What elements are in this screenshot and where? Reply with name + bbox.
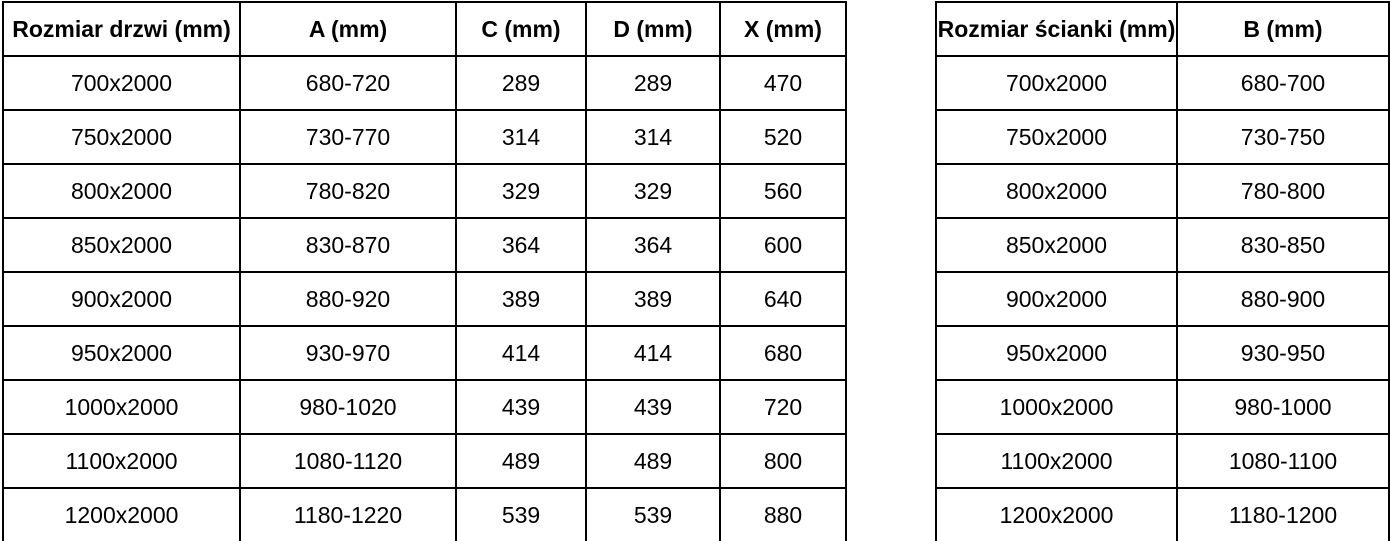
table-row: 850x2000 830-870 364 364 600 — [2, 217, 847, 273]
table-cell: 1000x2000 — [935, 379, 1178, 435]
table-row: 1100x2000 1080-1100 — [935, 433, 1390, 489]
table-cell: 1180-1200 — [1176, 487, 1390, 541]
table-row: 900x2000 880-900 — [935, 271, 1390, 327]
table-cell: 750x2000 — [935, 109, 1178, 165]
table-cell: 1080-1120 — [239, 433, 457, 489]
table-row: 1200x2000 1180-1220 539 539 880 — [2, 487, 847, 541]
table-cell: 1100x2000 — [2, 433, 241, 489]
table-cell: 539 — [455, 487, 587, 541]
table-cell: 680-700 — [1176, 55, 1390, 111]
table-cell: 830-870 — [239, 217, 457, 273]
table-row: 800x2000 780-800 — [935, 163, 1390, 219]
column-header-d: D (mm) — [585, 1, 721, 57]
table-cell: 1200x2000 — [2, 487, 241, 541]
table-row: 750x2000 730-750 — [935, 109, 1390, 165]
table-row: 900x2000 880-920 389 389 640 — [2, 271, 847, 327]
table-cell: 364 — [585, 217, 721, 273]
table-cell: 880-900 — [1176, 271, 1390, 327]
table-row: 750x2000 730-770 314 314 520 — [2, 109, 847, 165]
table-cell: 489 — [455, 433, 587, 489]
table-cell: 600 — [719, 217, 847, 273]
wall-size-table: Rozmiar ścianki (mm) B (mm) 700x2000 680-… — [935, 1, 1390, 541]
table-cell: 470 — [719, 55, 847, 111]
table-cell: 800x2000 — [935, 163, 1178, 219]
table-cell: 900x2000 — [935, 271, 1178, 327]
table-cell: 389 — [455, 271, 587, 327]
table-cell: 830-850 — [1176, 217, 1390, 273]
table-header-row: Rozmiar drzwi (mm) A (mm) C (mm) D (mm) … — [2, 1, 847, 57]
column-header-door-size: Rozmiar drzwi (mm) — [2, 1, 241, 57]
table-cell: 1100x2000 — [935, 433, 1178, 489]
table-cell: 720 — [719, 379, 847, 435]
table-cell: 750x2000 — [2, 109, 241, 165]
table-cell: 900x2000 — [2, 271, 241, 327]
table-cell: 314 — [455, 109, 587, 165]
table-cell: 730-750 — [1176, 109, 1390, 165]
table-cell: 560 — [719, 163, 847, 219]
table-row: 700x2000 680-720 289 289 470 — [2, 55, 847, 111]
table-cell: 780-820 — [239, 163, 457, 219]
table-cell: 700x2000 — [2, 55, 241, 111]
column-header-wall-size: Rozmiar ścianki (mm) — [935, 1, 1178, 57]
table-cell: 1080-1100 — [1176, 433, 1390, 489]
table-cell: 930-950 — [1176, 325, 1390, 381]
table-row: 1100x2000 1080-1120 489 489 800 — [2, 433, 847, 489]
table-cell: 850x2000 — [2, 217, 241, 273]
table-cell: 520 — [719, 109, 847, 165]
table-cell: 880 — [719, 487, 847, 541]
table-header-row: Rozmiar ścianki (mm) B (mm) — [935, 1, 1390, 57]
table-cell: 1200x2000 — [935, 487, 1178, 541]
column-header-c: C (mm) — [455, 1, 587, 57]
table-cell: 880-920 — [239, 271, 457, 327]
table-cell: 389 — [585, 271, 721, 327]
table-cell: 414 — [455, 325, 587, 381]
table-cell: 980-1000 — [1176, 379, 1390, 435]
table-cell: 439 — [455, 379, 587, 435]
table-cell: 1000x2000 — [2, 379, 241, 435]
table-cell: 314 — [585, 109, 721, 165]
table-cell: 780-800 — [1176, 163, 1390, 219]
table-cell: 539 — [585, 487, 721, 541]
table-row: 950x2000 930-970 414 414 680 — [2, 325, 847, 381]
column-header-x: X (mm) — [719, 1, 847, 57]
table-cell: 640 — [719, 271, 847, 327]
table-row: 1000x2000 980-1020 439 439 720 — [2, 379, 847, 435]
door-size-table: Rozmiar drzwi (mm) A (mm) C (mm) D (mm) … — [2, 1, 847, 541]
table-cell: 289 — [585, 55, 721, 111]
table-cell: 680-720 — [239, 55, 457, 111]
table-cell: 950x2000 — [935, 325, 1178, 381]
table-cell: 1180-1220 — [239, 487, 457, 541]
table-cell: 414 — [585, 325, 721, 381]
table-cell: 850x2000 — [935, 217, 1178, 273]
table-cell: 489 — [585, 433, 721, 489]
column-header-b: B (mm) — [1176, 1, 1390, 57]
table-cell: 700x2000 — [935, 55, 1178, 111]
table-cell: 800x2000 — [2, 163, 241, 219]
table-row: 700x2000 680-700 — [935, 55, 1390, 111]
table-cell: 950x2000 — [2, 325, 241, 381]
table-row: 850x2000 830-850 — [935, 217, 1390, 273]
table-row: 1000x2000 980-1000 — [935, 379, 1390, 435]
table-row: 950x2000 930-950 — [935, 325, 1390, 381]
table-row: 1200x2000 1180-1200 — [935, 487, 1390, 541]
table-cell: 930-970 — [239, 325, 457, 381]
table-cell: 980-1020 — [239, 379, 457, 435]
column-header-a: A (mm) — [239, 1, 457, 57]
table-row: 800x2000 780-820 329 329 560 — [2, 163, 847, 219]
table-cell: 329 — [455, 163, 587, 219]
table-cell: 680 — [719, 325, 847, 381]
table-cell: 329 — [585, 163, 721, 219]
table-cell: 800 — [719, 433, 847, 489]
table-cell: 439 — [585, 379, 721, 435]
table-cell: 364 — [455, 217, 587, 273]
table-cell: 289 — [455, 55, 587, 111]
table-cell: 730-770 — [239, 109, 457, 165]
